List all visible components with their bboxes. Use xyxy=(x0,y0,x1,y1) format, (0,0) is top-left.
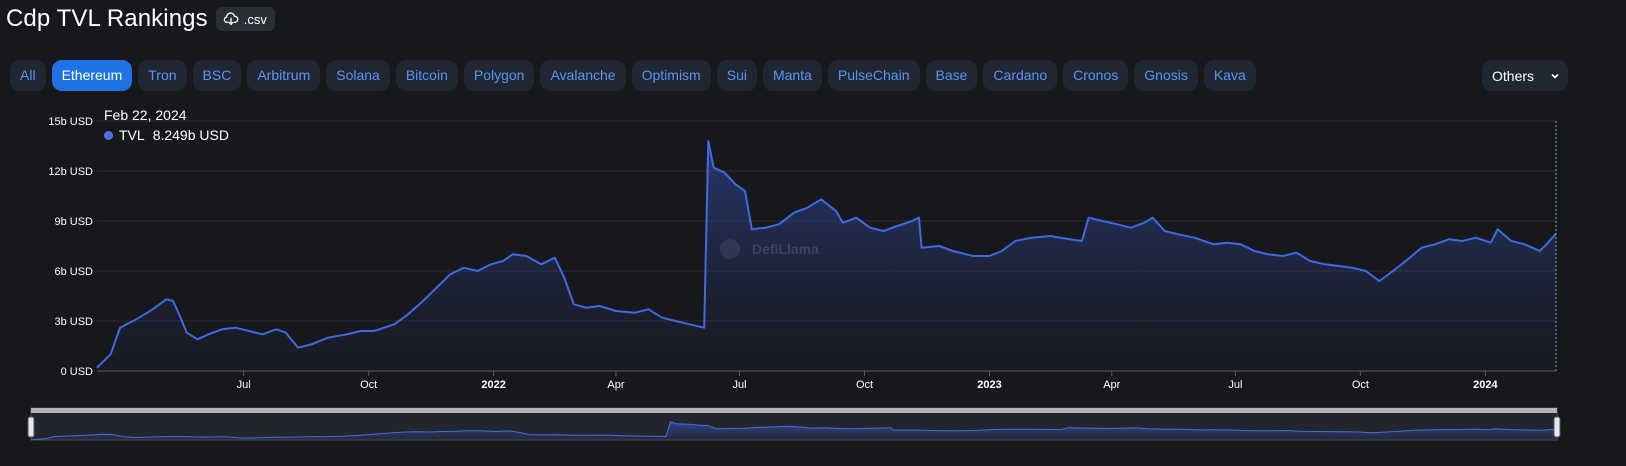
y-tick-label: 12b USD xyxy=(48,166,93,178)
tooltip-value: 8.249b USD xyxy=(152,127,229,143)
page-title: Cdp TVL Rankings xyxy=(6,5,208,32)
others-label: Others xyxy=(1492,67,1535,84)
tab-avalanche[interactable]: Avalanche xyxy=(540,60,626,91)
navigator-right-handle[interactable] xyxy=(1553,416,1561,438)
tab-bsc[interactable]: BSC xyxy=(192,60,242,91)
series-area-tvl xyxy=(97,141,1556,371)
others-dropdown[interactable]: Others xyxy=(1482,60,1568,91)
y-tick-label: 9b USD xyxy=(54,216,93,228)
tab-manta[interactable]: Manta xyxy=(762,60,822,91)
chain-tabs: All Ethereum Tron BSC Arbitrum Solana Bitcoin P… xyxy=(10,60,1256,91)
series-marker-icon xyxy=(104,130,113,140)
x-tick-label: 2024 xyxy=(1473,379,1498,391)
y-tick-label: 6b USD xyxy=(54,266,93,278)
tab-cronos[interactable]: Cronos xyxy=(1063,60,1129,91)
tab-base[interactable]: Base xyxy=(925,60,978,91)
download-csv-button[interactable]: .csv xyxy=(215,7,275,31)
chart-tooltip: Feb 22, 2024 TVL 8.249b USD xyxy=(104,105,229,145)
tooltip-date: Feb 22, 2024 xyxy=(104,107,187,123)
tab-solana[interactable]: Solana xyxy=(326,60,390,91)
x-tick-label: Jul xyxy=(733,379,747,391)
csv-label: .csv xyxy=(243,11,267,27)
tab-bitcoin[interactable]: Bitcoin xyxy=(395,60,458,91)
tooltip-series-label: TVL xyxy=(119,127,145,143)
navigator-area xyxy=(31,421,1557,440)
tab-optimism[interactable]: Optimism xyxy=(631,60,711,91)
tab-polygon[interactable]: Polygon xyxy=(463,60,535,91)
tab-tron[interactable]: Tron xyxy=(138,60,187,91)
x-tick-label: 2023 xyxy=(977,379,1001,391)
tab-arbitrum[interactable]: Arbitrum xyxy=(247,60,321,91)
x-tick-label: Oct xyxy=(360,379,377,391)
tab-sui[interactable]: Sui xyxy=(716,60,757,91)
y-tick-label: 3b USD xyxy=(54,316,93,328)
x-tick-label: Jul xyxy=(1228,379,1242,391)
x-tick-label: Oct xyxy=(1352,379,1369,391)
tab-all[interactable]: All xyxy=(10,60,46,91)
x-tick-label: Jul xyxy=(237,379,251,391)
tab-kava[interactable]: Kava xyxy=(1203,60,1256,91)
chevron-down-icon xyxy=(1551,73,1559,79)
x-tick-label: Apr xyxy=(607,379,624,391)
tab-gnosis[interactable]: Gnosis xyxy=(1134,60,1198,91)
series-line-tvl[interactable] xyxy=(96,140,1557,369)
tab-ethereum[interactable]: Ethereum xyxy=(51,60,133,91)
tab-cardano[interactable]: Cardano xyxy=(983,60,1058,91)
navigator-left-handle[interactable] xyxy=(27,416,35,438)
page-header: Cdp TVL Rankings .csv xyxy=(6,4,275,34)
tvl-chart[interactable]: 0 USD 3b USD 6b USD 9b USD 12b USD 15b USD Jul… xyxy=(0,100,1626,466)
cloud-download-icon xyxy=(223,12,239,25)
x-tick-label: Apr xyxy=(1103,379,1120,391)
x-tick-label: 2022 xyxy=(481,379,505,391)
navigator-line xyxy=(30,420,1558,441)
y-tick-label: 15b USD xyxy=(48,116,93,128)
tab-pulsechain[interactable]: PulseChain xyxy=(827,60,920,91)
navigator-drag-bar[interactable] xyxy=(31,408,1557,413)
y-tick-label: 0 USD xyxy=(61,366,93,378)
x-tick-label: Oct xyxy=(856,379,873,391)
